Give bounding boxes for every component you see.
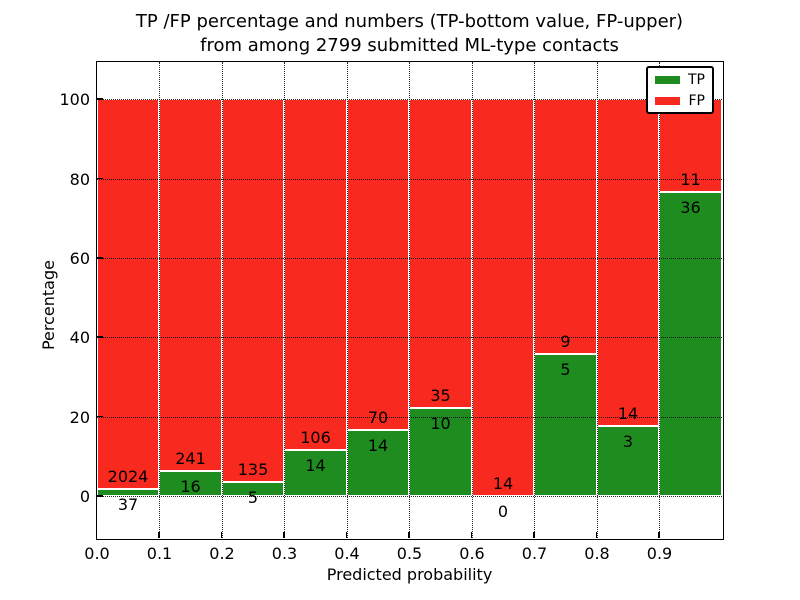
x-tick-mark	[533, 531, 535, 538]
fp-bar-segment	[159, 99, 222, 472]
x-tick-mark	[95, 531, 98, 538]
tp-count-label: 10	[430, 413, 451, 433]
tp-bar-segment	[534, 354, 597, 496]
gridline-vertical	[659, 61, 660, 538]
tp-count-label: 14	[367, 435, 389, 455]
tp-bar-segment	[96, 488, 159, 496]
y-tick-mark	[96, 257, 103, 259]
y-tick-label: 0	[79, 486, 90, 506]
gridline-vertical	[596, 61, 598, 538]
fp-legend-label: FP	[688, 92, 706, 109]
tp-legend-swatch	[655, 75, 680, 84]
y-tick-label: 40	[69, 328, 90, 348]
fp-bar-segment	[284, 99, 347, 450]
legend: TP FP	[646, 66, 714, 114]
x-tick-mark	[658, 531, 660, 538]
gridline-vertical	[471, 61, 473, 538]
fp-bar-segment	[221, 99, 284, 482]
x-tick-mark	[158, 531, 160, 538]
chart-title-line1: TP /FP percentage and numbers (TP-bottom…	[135, 11, 684, 32]
fp-bar-segment	[96, 99, 159, 489]
x-tick-label: 0.1	[146, 544, 173, 563]
tp-count-label: 37	[117, 494, 139, 514]
y-tick-mark	[96, 495, 103, 497]
fp-legend-swatch	[655, 96, 680, 105]
fp-bar-segment	[346, 99, 409, 430]
x-tick-mark	[220, 531, 223, 538]
y-tick-label: 20	[69, 407, 90, 427]
gridline-vertical	[284, 61, 285, 538]
tp-bar-segment	[159, 471, 222, 496]
tp-count-label: 5	[560, 360, 571, 380]
x-tick-label: 0.0	[84, 544, 110, 563]
tp-count-label: 16	[180, 477, 201, 497]
chart-title-line2: from among 2799 submitted ML-type contac…	[200, 35, 619, 56]
gridline-vertical	[221, 61, 223, 538]
fp-bar-segment	[659, 99, 722, 192]
fp-count-label: 2024	[107, 466, 149, 486]
y-tick-label: 80	[69, 169, 90, 189]
fp-count-label: 14	[492, 473, 514, 493]
x-tick-label: 0.4	[334, 544, 360, 563]
x-tick-label: 0.2	[209, 544, 235, 563]
gridline-vertical	[409, 61, 410, 538]
fp-count-label: 35	[430, 385, 451, 405]
x-tick-mark	[408, 531, 410, 538]
y-tick-mark	[96, 177, 103, 180]
tp-legend-label: TP	[688, 71, 705, 88]
tp-count-label: 36	[680, 198, 701, 218]
plot-inner: 2024 37 241 16 135 5 106 14 70 14 35 10 14 0 9 5 14 3 11 36	[95, 61, 722, 538]
tp-bar-segment	[346, 429, 409, 496]
x-axis-label: Predicted probability	[326, 565, 493, 584]
gridline-vertical	[346, 61, 348, 538]
fp-count-label: 9	[560, 332, 571, 352]
tp-bar-segment	[596, 425, 659, 496]
fp-count-label: 241	[175, 449, 206, 469]
fp-bar-segment	[534, 99, 597, 355]
x-tick-mark	[595, 531, 598, 538]
x-tick-mark	[283, 531, 285, 538]
gridline-vertical	[159, 61, 160, 538]
y-tick-mark	[96, 415, 103, 418]
fp-count-label: 11	[680, 170, 701, 190]
tp-count-label: 5	[247, 487, 259, 507]
x-tick-label: 0.7	[521, 544, 548, 563]
x-tick-mark	[345, 531, 348, 538]
x-tick-label: 0.8	[584, 544, 610, 563]
legend-row-tp: TP	[655, 72, 705, 88]
fp-bar-segment	[409, 99, 472, 408]
y-axis-label: Percentage	[39, 260, 58, 351]
y-tick-label: 100	[59, 90, 90, 110]
tp-bar-segment	[409, 407, 472, 496]
y-tick-label: 60	[69, 248, 90, 268]
tp-bar-segment	[659, 192, 722, 496]
x-tick-label: 0.5	[396, 544, 423, 563]
fp-count-label: 135	[237, 459, 269, 479]
gridline-vertical	[534, 61, 535, 538]
legend-row-fp: FP	[655, 93, 705, 109]
tp-count-label: 3	[622, 431, 634, 451]
x-tick-label: 0.9	[646, 544, 673, 563]
fp-count-label: 70	[367, 407, 389, 427]
fp-bar-segment	[596, 99, 659, 426]
fp-count-label: 106	[300, 427, 331, 447]
x-tick-mark	[470, 531, 473, 538]
y-tick-mark	[96, 98, 103, 100]
plot-area: 2024 37 241 16 135 5 106 14 70 14 35 10 14 0 9 5 14 3 11 36	[95, 60, 724, 540]
fp-bar-segment	[471, 99, 534, 496]
fp-count-label: 14	[617, 403, 639, 423]
x-tick-label: 0.6	[459, 544, 485, 563]
x-tick-label: 0.3	[271, 544, 298, 563]
tp-count-label: 0	[497, 501, 509, 521]
tp-count-label: 14	[305, 455, 326, 475]
y-tick-mark	[96, 336, 103, 338]
